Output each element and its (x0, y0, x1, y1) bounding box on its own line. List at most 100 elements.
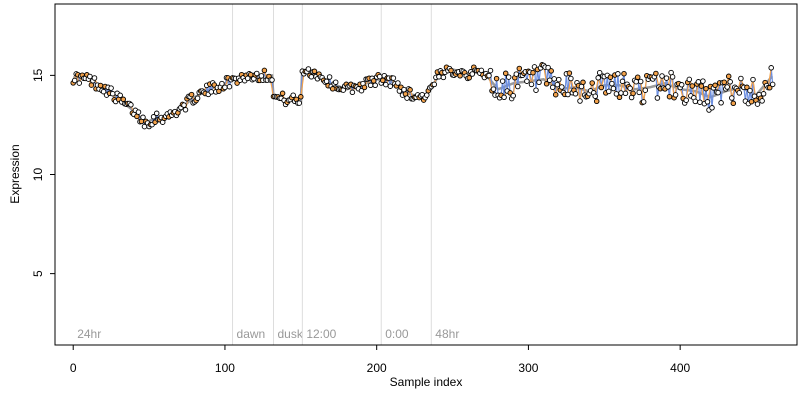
data-point (208, 89, 215, 95)
data-point (665, 84, 671, 90)
data-point (424, 92, 430, 98)
data-point (222, 84, 228, 91)
data-point (530, 69, 536, 76)
data-point (666, 93, 673, 100)
data-point (678, 82, 685, 88)
data-point (533, 87, 539, 93)
data-point (108, 85, 114, 91)
data-point (332, 79, 339, 85)
data-point (572, 91, 579, 97)
data-point (194, 95, 201, 101)
region-label: dusk (278, 327, 304, 341)
data-point (407, 87, 413, 93)
data-point (598, 84, 605, 91)
data-point (577, 98, 583, 104)
data-point (380, 77, 386, 84)
data-point (188, 91, 195, 98)
data-point (372, 82, 378, 89)
data-point (91, 75, 98, 81)
data-point (140, 114, 146, 121)
x-tick-label: 100 (215, 361, 235, 375)
data-point (515, 83, 521, 90)
data-point (698, 83, 705, 89)
data-point (712, 82, 718, 89)
data-point (548, 68, 554, 74)
data-point (618, 90, 624, 96)
data-point (367, 82, 374, 89)
y-tick-label: 5 (31, 270, 45, 277)
data-point (556, 76, 562, 83)
x-axis: 0 100 200 300 400 (70, 345, 690, 375)
data-point (349, 89, 356, 96)
data-point (436, 74, 442, 80)
data-point (607, 74, 614, 80)
data-point (395, 80, 401, 86)
data-point (487, 67, 494, 74)
data-point (528, 81, 535, 88)
data-point (552, 91, 559, 98)
data-point (593, 98, 600, 105)
data-point (404, 95, 410, 101)
region-label: dawn (237, 327, 266, 341)
y-axis: 5 10 15 (31, 68, 55, 277)
data-point (692, 98, 699, 105)
data-point (97, 82, 104, 89)
y-tick-label: 10 (31, 168, 45, 182)
data-point (724, 84, 730, 90)
x-tick-label: 200 (367, 361, 387, 375)
data-point (536, 79, 542, 86)
data-point (71, 77, 78, 84)
data-point (551, 76, 557, 82)
data-point (545, 64, 551, 71)
data-point (505, 74, 512, 80)
data-point (181, 102, 187, 108)
data-point (543, 81, 550, 87)
data-point (308, 74, 315, 80)
data-point (361, 84, 368, 91)
data-point (466, 75, 472, 81)
data-point (596, 69, 603, 76)
data-point (653, 70, 659, 77)
plot-frame (54, 3, 798, 346)
x-tick-label: 400 (670, 361, 690, 375)
data-point (725, 73, 732, 80)
data-point (490, 86, 497, 92)
data-point (622, 90, 629, 97)
data-point (431, 81, 438, 88)
data-point (501, 94, 507, 101)
y-axis-title: Expression (8, 144, 22, 203)
data-point (637, 78, 644, 85)
data-point (683, 97, 689, 103)
data-point (329, 86, 336, 92)
y-tick-label: 15 (31, 68, 45, 82)
data-point (568, 75, 574, 82)
data-point (703, 85, 709, 92)
data-point (659, 73, 665, 79)
data-point (750, 76, 756, 83)
data-point (87, 73, 93, 80)
data-point (549, 84, 556, 91)
data-point (219, 80, 225, 87)
data-point (502, 70, 509, 77)
data-point (486, 72, 492, 79)
data-point (633, 78, 639, 85)
data-point (493, 75, 500, 82)
data-point (566, 70, 573, 76)
data-point (100, 88, 107, 95)
data-point (109, 90, 116, 97)
data-point (150, 114, 157, 120)
data-point (135, 109, 142, 115)
data-point (290, 92, 296, 98)
region-label: 0:00 (385, 327, 409, 341)
data-point (689, 83, 696, 89)
x-tick-label: 300 (518, 361, 538, 375)
data-point (478, 67, 485, 74)
data-point (589, 80, 595, 86)
data-point (296, 100, 303, 106)
data-point (440, 74, 447, 81)
data-point (606, 88, 612, 95)
data-point (754, 101, 761, 107)
data-point (700, 78, 706, 84)
data-point (709, 105, 715, 111)
